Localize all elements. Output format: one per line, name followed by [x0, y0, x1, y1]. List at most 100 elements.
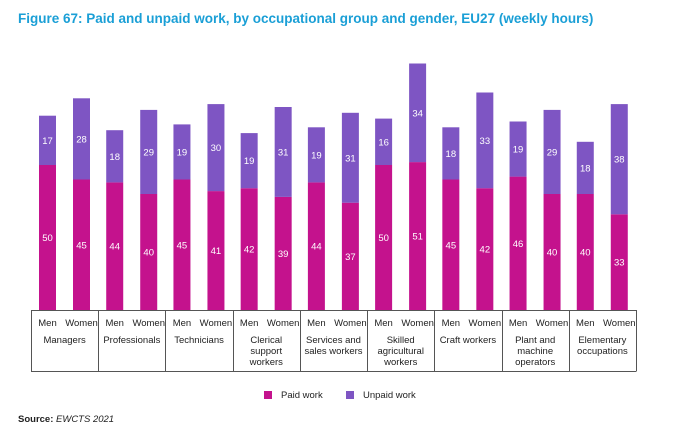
tick-label-group: Clerical [250, 335, 282, 346]
data-label-paid: 41 [211, 246, 222, 257]
bar-unpaid [576, 141, 594, 194]
tick-label-group: operators [515, 357, 555, 368]
tick-label-gender: Women [469, 318, 502, 329]
bar-paid [207, 191, 225, 310]
bar-unpaid [476, 92, 494, 189]
tick-label-gender: Women [536, 318, 569, 329]
bar-unpaid [106, 130, 124, 183]
source-label: Source: [18, 414, 54, 425]
bar-paid [409, 162, 427, 310]
chart-title: Figure 67: Paid and unpaid work, by occu… [18, 11, 594, 26]
bar-paid [106, 182, 124, 310]
data-label-paid: 44 [109, 242, 120, 253]
data-label-unpaid: 18 [580, 163, 591, 174]
bar-unpaid [73, 98, 90, 180]
tick-label-gender: Men [442, 318, 460, 329]
bar-paid [140, 194, 158, 310]
bar-paid [543, 194, 561, 310]
tick-label-group: workers [249, 357, 284, 368]
data-label-unpaid: 29 [143, 147, 154, 158]
data-label-paid: 40 [547, 248, 558, 259]
data-label-unpaid: 31 [345, 153, 356, 164]
data-label-paid: 44 [311, 242, 322, 253]
bar-unpaid [207, 104, 225, 192]
data-label-unpaid: 19 [513, 145, 524, 156]
bar-paid [442, 179, 460, 310]
data-label-unpaid: 19 [311, 150, 322, 161]
tick-label-group: machine [517, 346, 553, 357]
legend-label-paid: Paid work [281, 390, 323, 401]
data-label-paid: 51 [412, 232, 423, 243]
legend-swatch-unpaid [346, 391, 354, 399]
tick-label-gender: Men [509, 318, 527, 329]
bar-paid [173, 179, 191, 310]
bar-paid [307, 182, 325, 310]
data-label-paid: 33 [614, 258, 625, 269]
tick-label-gender: Women [401, 318, 434, 329]
bar-paid [240, 188, 258, 310]
tick-label-gender: Men [173, 318, 191, 329]
bar-paid [576, 194, 594, 310]
bar-unpaid [375, 118, 393, 165]
data-label-unpaid: 17 [42, 136, 53, 147]
bar-paid [610, 214, 628, 310]
bar-unpaid [140, 109, 158, 194]
tick-label-group: agricultural [377, 346, 423, 357]
tick-label-group: occupations [577, 346, 628, 357]
bar-paid [476, 188, 494, 310]
legend-swatch-paid [264, 391, 272, 399]
bar-paid [39, 165, 56, 310]
tick-label-group: Elementary [578, 335, 626, 346]
data-label-unpaid: 33 [480, 136, 491, 147]
bar-unpaid [509, 121, 527, 177]
bar-paid [274, 196, 292, 310]
data-label-paid: 50 [42, 233, 53, 244]
tick-label-group: workers [383, 357, 418, 368]
data-label-unpaid: 19 [177, 147, 188, 158]
tick-label-group: Plant and [515, 335, 555, 346]
tick-label-group: Professionals [103, 335, 160, 346]
data-label-unpaid: 30 [211, 143, 222, 154]
tick-label-gender: Women [132, 318, 165, 329]
data-label-paid: 42 [244, 245, 255, 256]
bar-paid [341, 202, 359, 310]
tick-label-gender: Women [200, 318, 233, 329]
legend-label-unpaid: Unpaid work [363, 390, 416, 401]
tick-label-gender: Men [307, 318, 325, 329]
data-label-unpaid: 16 [378, 137, 389, 148]
data-label-paid: 45 [76, 240, 87, 251]
data-label-paid: 45 [177, 240, 188, 251]
tick-label-gender: Men [576, 318, 594, 329]
data-label-paid: 37 [345, 252, 356, 263]
source-value: EWCTS 2021 [56, 414, 115, 425]
data-label-paid: 40 [580, 248, 591, 259]
tick-label-group: Skilled [387, 335, 415, 346]
bar-paid [73, 179, 90, 310]
bar-unpaid [173, 124, 191, 180]
data-label-unpaid: 31 [278, 147, 289, 158]
source-note: Source: EWCTS 2021 [18, 414, 114, 425]
tick-label-group: support [250, 346, 282, 357]
bar-unpaid [341, 112, 359, 203]
data-label-unpaid: 19 [244, 156, 255, 167]
tick-label-gender: Women [65, 318, 98, 329]
tick-label-group: Managers [43, 335, 85, 346]
bar-paid [375, 165, 393, 310]
tick-label-gender: Men [38, 318, 56, 329]
data-label-unpaid: 18 [446, 149, 457, 160]
tick-label-gender: Women [334, 318, 367, 329]
bar-paid [509, 176, 527, 310]
tick-label-group: Technicians [174, 335, 224, 346]
data-label-unpaid: 34 [412, 108, 423, 119]
tick-label-gender: Men [374, 318, 392, 329]
data-label-paid: 42 [480, 245, 491, 256]
data-label-unpaid: 29 [547, 147, 558, 158]
tick-label-gender: Men [240, 318, 258, 329]
bar-unpaid [274, 107, 292, 197]
data-label-paid: 45 [446, 240, 457, 251]
data-label-paid: 39 [278, 249, 289, 260]
bar-unpaid [543, 109, 561, 194]
bar-unpaid [240, 133, 258, 189]
tick-label-gender: Men [105, 318, 123, 329]
data-label-unpaid: 38 [614, 155, 625, 166]
